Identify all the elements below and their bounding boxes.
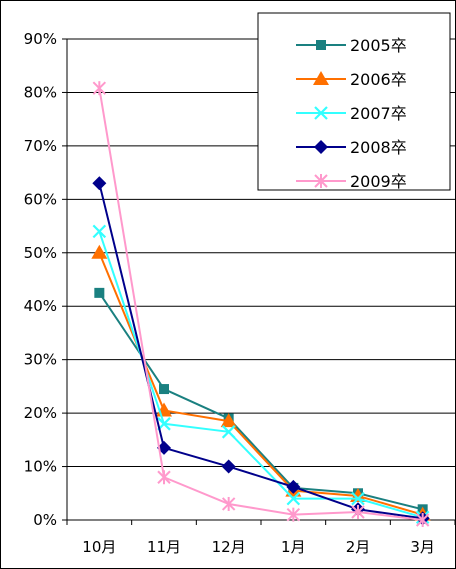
data-point bbox=[221, 496, 236, 511]
legend: 2005卒 2006卒 2007卒 2008卒 2009卒 bbox=[257, 12, 451, 191]
series-2 bbox=[91, 244, 431, 521]
data-point bbox=[220, 413, 237, 428]
data-point bbox=[415, 513, 430, 527]
x-tick-label: 11月 bbox=[147, 538, 181, 556]
series-group bbox=[91, 81, 431, 527]
y-tick-label: 60% bbox=[24, 190, 57, 208]
data-point bbox=[221, 425, 236, 439]
y-tick-label: 70% bbox=[24, 137, 57, 155]
legend-label: 2008卒 bbox=[350, 138, 407, 157]
series-line bbox=[98, 252, 423, 516]
data-point bbox=[92, 81, 107, 96]
series-3 bbox=[92, 224, 430, 525]
series-line bbox=[98, 88, 423, 521]
legend-marker bbox=[313, 71, 329, 85]
data-point bbox=[91, 244, 108, 259]
data-point bbox=[92, 176, 107, 191]
x-tick-label: 3月 bbox=[410, 538, 435, 556]
series-1 bbox=[94, 287, 428, 515]
data-point bbox=[286, 507, 301, 522]
data-point bbox=[351, 504, 365, 519]
series-4 bbox=[92, 176, 430, 526]
legend-marker bbox=[314, 106, 328, 120]
legend-item: 2009卒 bbox=[296, 172, 407, 191]
legend-marker bbox=[314, 140, 328, 154]
data-point bbox=[94, 287, 105, 298]
data-point bbox=[286, 479, 301, 494]
x-tick-label: 12月 bbox=[212, 538, 246, 556]
legend-item: 2005卒 bbox=[296, 36, 407, 55]
y-tick-label: 0% bbox=[33, 511, 57, 529]
legend-marker bbox=[316, 40, 326, 50]
legend-box bbox=[257, 12, 451, 191]
y-tick-label: 40% bbox=[24, 297, 57, 315]
legend-item: 2006卒 bbox=[296, 70, 407, 89]
x-tick-label: 1月 bbox=[281, 538, 306, 556]
y-tick-label: 50% bbox=[24, 244, 57, 262]
y-tick-label: 90% bbox=[24, 30, 57, 48]
series-line bbox=[98, 231, 423, 519]
data-point bbox=[286, 491, 301, 506]
legend-item: 2007卒 bbox=[296, 104, 407, 123]
axes: 0% 10% 20% 30% 40% 50% 60% 70% 80% 90% 10月 11月 12月 1月… bbox=[24, 30, 455, 556]
data-point bbox=[221, 459, 236, 474]
legend-label: 2007卒 bbox=[350, 104, 407, 123]
y-tick-label: 20% bbox=[24, 404, 57, 422]
data-point bbox=[159, 384, 169, 395]
y-tick-label: 10% bbox=[24, 458, 57, 476]
data-point bbox=[351, 491, 365, 506]
x-tick-label: 2月 bbox=[346, 538, 371, 556]
legend-item: 2008卒 bbox=[296, 138, 407, 157]
y-tick-label: 80% bbox=[24, 83, 57, 101]
x-tick-label: 10月 bbox=[82, 538, 116, 556]
legend-label: 2009卒 bbox=[350, 172, 407, 191]
legend-marker bbox=[314, 174, 328, 188]
series-5 bbox=[92, 81, 430, 527]
series-line bbox=[98, 292, 423, 511]
y-tick-label: 30% bbox=[24, 351, 57, 369]
legend-label: 2006卒 bbox=[350, 70, 407, 89]
data-point bbox=[92, 224, 107, 239]
series-line bbox=[98, 183, 423, 520]
data-point bbox=[157, 470, 171, 485]
legend-label: 2005卒 bbox=[350, 36, 407, 55]
